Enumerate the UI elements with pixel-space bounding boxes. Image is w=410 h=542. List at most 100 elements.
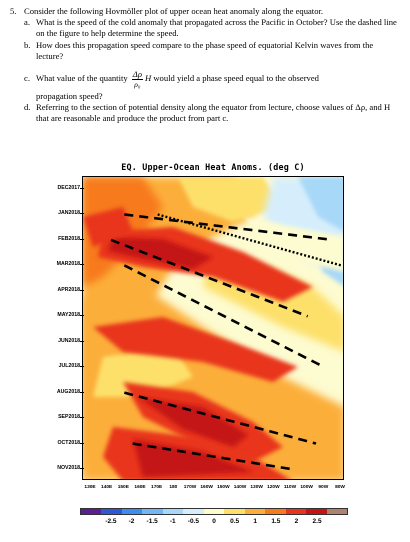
colorbar-swatch bbox=[224, 509, 245, 514]
part-b-text: How does this propagation speed compare … bbox=[36, 39, 374, 61]
y-tick-label: JUL2018 bbox=[58, 363, 80, 370]
y-tick-mark bbox=[80, 289, 84, 291]
y-tick-mark bbox=[80, 315, 84, 317]
colorbar-swatch bbox=[285, 509, 307, 514]
hovmoller-plot bbox=[82, 176, 344, 480]
dashed-line bbox=[124, 213, 333, 242]
part-a-text: What is the speed of the cold anomaly th… bbox=[36, 17, 397, 39]
y-tick-label: JUN2018 bbox=[58, 337, 80, 344]
y-tick-mark bbox=[80, 188, 84, 189]
anomaly-contour bbox=[138, 397, 248, 447]
part-a-label: a. bbox=[24, 17, 30, 28]
x-tick-label: 170W bbox=[183, 485, 197, 490]
fraction-numerator: Δρ bbox=[131, 68, 143, 80]
part-d-label: d. bbox=[24, 101, 31, 112]
propagation-lines bbox=[110, 213, 342, 471]
dashed-line bbox=[123, 264, 325, 369]
colorbar-label: -0.5 bbox=[187, 518, 199, 525]
x-tick-label: 180 bbox=[169, 485, 178, 490]
part-c-text-before: What value of the quantity bbox=[36, 73, 128, 84]
fraction-denominator: ρ₀ bbox=[134, 79, 141, 89]
y-tick-mark bbox=[80, 264, 84, 266]
anomaly-contour bbox=[93, 347, 193, 397]
x-tick-label: 130W bbox=[250, 485, 263, 490]
colorbar-swatch bbox=[306, 509, 327, 514]
question-intro: 5. Consider the following Hovmöller plot… bbox=[10, 6, 402, 17]
part-d: d. Referring to the section of potential… bbox=[24, 102, 402, 124]
colorbar-label: 2.5 bbox=[312, 518, 322, 525]
x-tick-label: 160W bbox=[200, 485, 213, 490]
colorbar-label: -2 bbox=[128, 518, 135, 525]
colorbar-swatch bbox=[142, 509, 163, 514]
x-tick-label: 150E bbox=[117, 485, 129, 490]
y-tick-label: NOV2018 bbox=[57, 465, 80, 471]
anomaly-contour bbox=[93, 317, 298, 382]
y-tick-label: DEC2017 bbox=[57, 185, 81, 191]
part-a: a. What is the speed of the cold anomaly… bbox=[24, 17, 402, 39]
depth-variable: H bbox=[144, 73, 152, 84]
anomaly-contour bbox=[83, 207, 133, 247]
x-tick-label: 80W bbox=[335, 485, 345, 490]
colorbar-label: 0.5 bbox=[230, 518, 240, 525]
y-tick-mark bbox=[80, 238, 84, 240]
x-tick-label: 100W bbox=[300, 485, 313, 490]
x-tick-label: 160E bbox=[134, 485, 146, 490]
y-tick-label: MAR2018 bbox=[56, 261, 80, 268]
y-tick-mark bbox=[80, 391, 84, 393]
chart-title: EQ. Upper-Ocean Heat Anoms. (deg C) bbox=[121, 162, 305, 172]
part-c-text: What value of the quantity Δρ ρ₀ H would… bbox=[36, 68, 402, 89]
colorbar-swatch bbox=[203, 509, 225, 514]
y-tick-label: APR2018 bbox=[57, 286, 81, 293]
anomaly-contour bbox=[108, 237, 213, 269]
delta-rho-fraction: Δρ ρ₀ bbox=[131, 68, 143, 89]
anomaly-contour bbox=[178, 177, 283, 222]
x-tick-label: 130E bbox=[84, 485, 96, 490]
dashed-line bbox=[123, 391, 317, 445]
colorbar-swatch bbox=[244, 509, 266, 514]
y-tick-mark bbox=[80, 340, 84, 342]
y-tick-mark bbox=[80, 366, 84, 368]
colorbar-label: 0 bbox=[212, 518, 216, 525]
y-tick-mark bbox=[80, 417, 84, 419]
anomaly-contour bbox=[298, 177, 343, 231]
x-tick-label: 140E bbox=[101, 485, 113, 490]
y-tick-mark bbox=[80, 213, 84, 215]
part-c-text-after: would yield a phase speed equal to the o… bbox=[153, 73, 319, 84]
question-block: 5. Consider the following Hovmöller plot… bbox=[10, 6, 402, 124]
dashed-line bbox=[110, 238, 309, 318]
colorbar-swatch bbox=[265, 509, 286, 514]
anomaly-contour bbox=[243, 217, 343, 272]
part-b: b. How does this propagation speed compa… bbox=[24, 40, 402, 62]
part-c-continuation: propagation speed? bbox=[36, 90, 103, 101]
y-tick-label: OCT2018 bbox=[57, 439, 81, 446]
x-tick-label: 170E bbox=[151, 485, 163, 490]
question-number: 5. bbox=[10, 6, 17, 16]
x-tick-label: 120W bbox=[267, 485, 280, 490]
y-tick-label: AUG2018 bbox=[56, 388, 80, 395]
part-c: c. What value of the quantity Δρ ρ₀ H wo… bbox=[24, 68, 402, 89]
colorbar-swatch bbox=[162, 509, 184, 514]
y-tick-mark bbox=[80, 468, 84, 469]
y-tick-mark bbox=[80, 442, 84, 444]
y-tick-label: MAY2018 bbox=[57, 312, 80, 319]
y-tick-label: SEP2018 bbox=[58, 414, 80, 421]
colorbar bbox=[80, 508, 348, 515]
colorbar-label: -1.5 bbox=[146, 518, 158, 525]
colorbar-label: 1.5 bbox=[271, 518, 281, 525]
colorbar-swatch bbox=[183, 509, 204, 514]
colorbar-label: 1 bbox=[253, 518, 258, 525]
colorbar-swatch bbox=[121, 509, 143, 514]
x-tick-label: 140W bbox=[233, 485, 247, 490]
colorbar-label: -1 bbox=[169, 518, 176, 525]
colorbar-swatch bbox=[326, 509, 348, 514]
y-tick-label: JAN2018 bbox=[58, 210, 80, 217]
y-tick-label: FEB2018 bbox=[58, 235, 80, 242]
colorbar-swatch bbox=[101, 509, 122, 514]
part-b-label: b. bbox=[24, 39, 31, 50]
x-tick-label: 110W bbox=[283, 485, 297, 490]
hovmoller-field bbox=[83, 177, 343, 479]
x-tick-label: 90W bbox=[318, 485, 329, 490]
dashed-line bbox=[132, 442, 292, 471]
part-c-label: c. bbox=[24, 73, 30, 84]
question-intro-text: Consider the following Hovmöller plot of… bbox=[24, 6, 324, 16]
